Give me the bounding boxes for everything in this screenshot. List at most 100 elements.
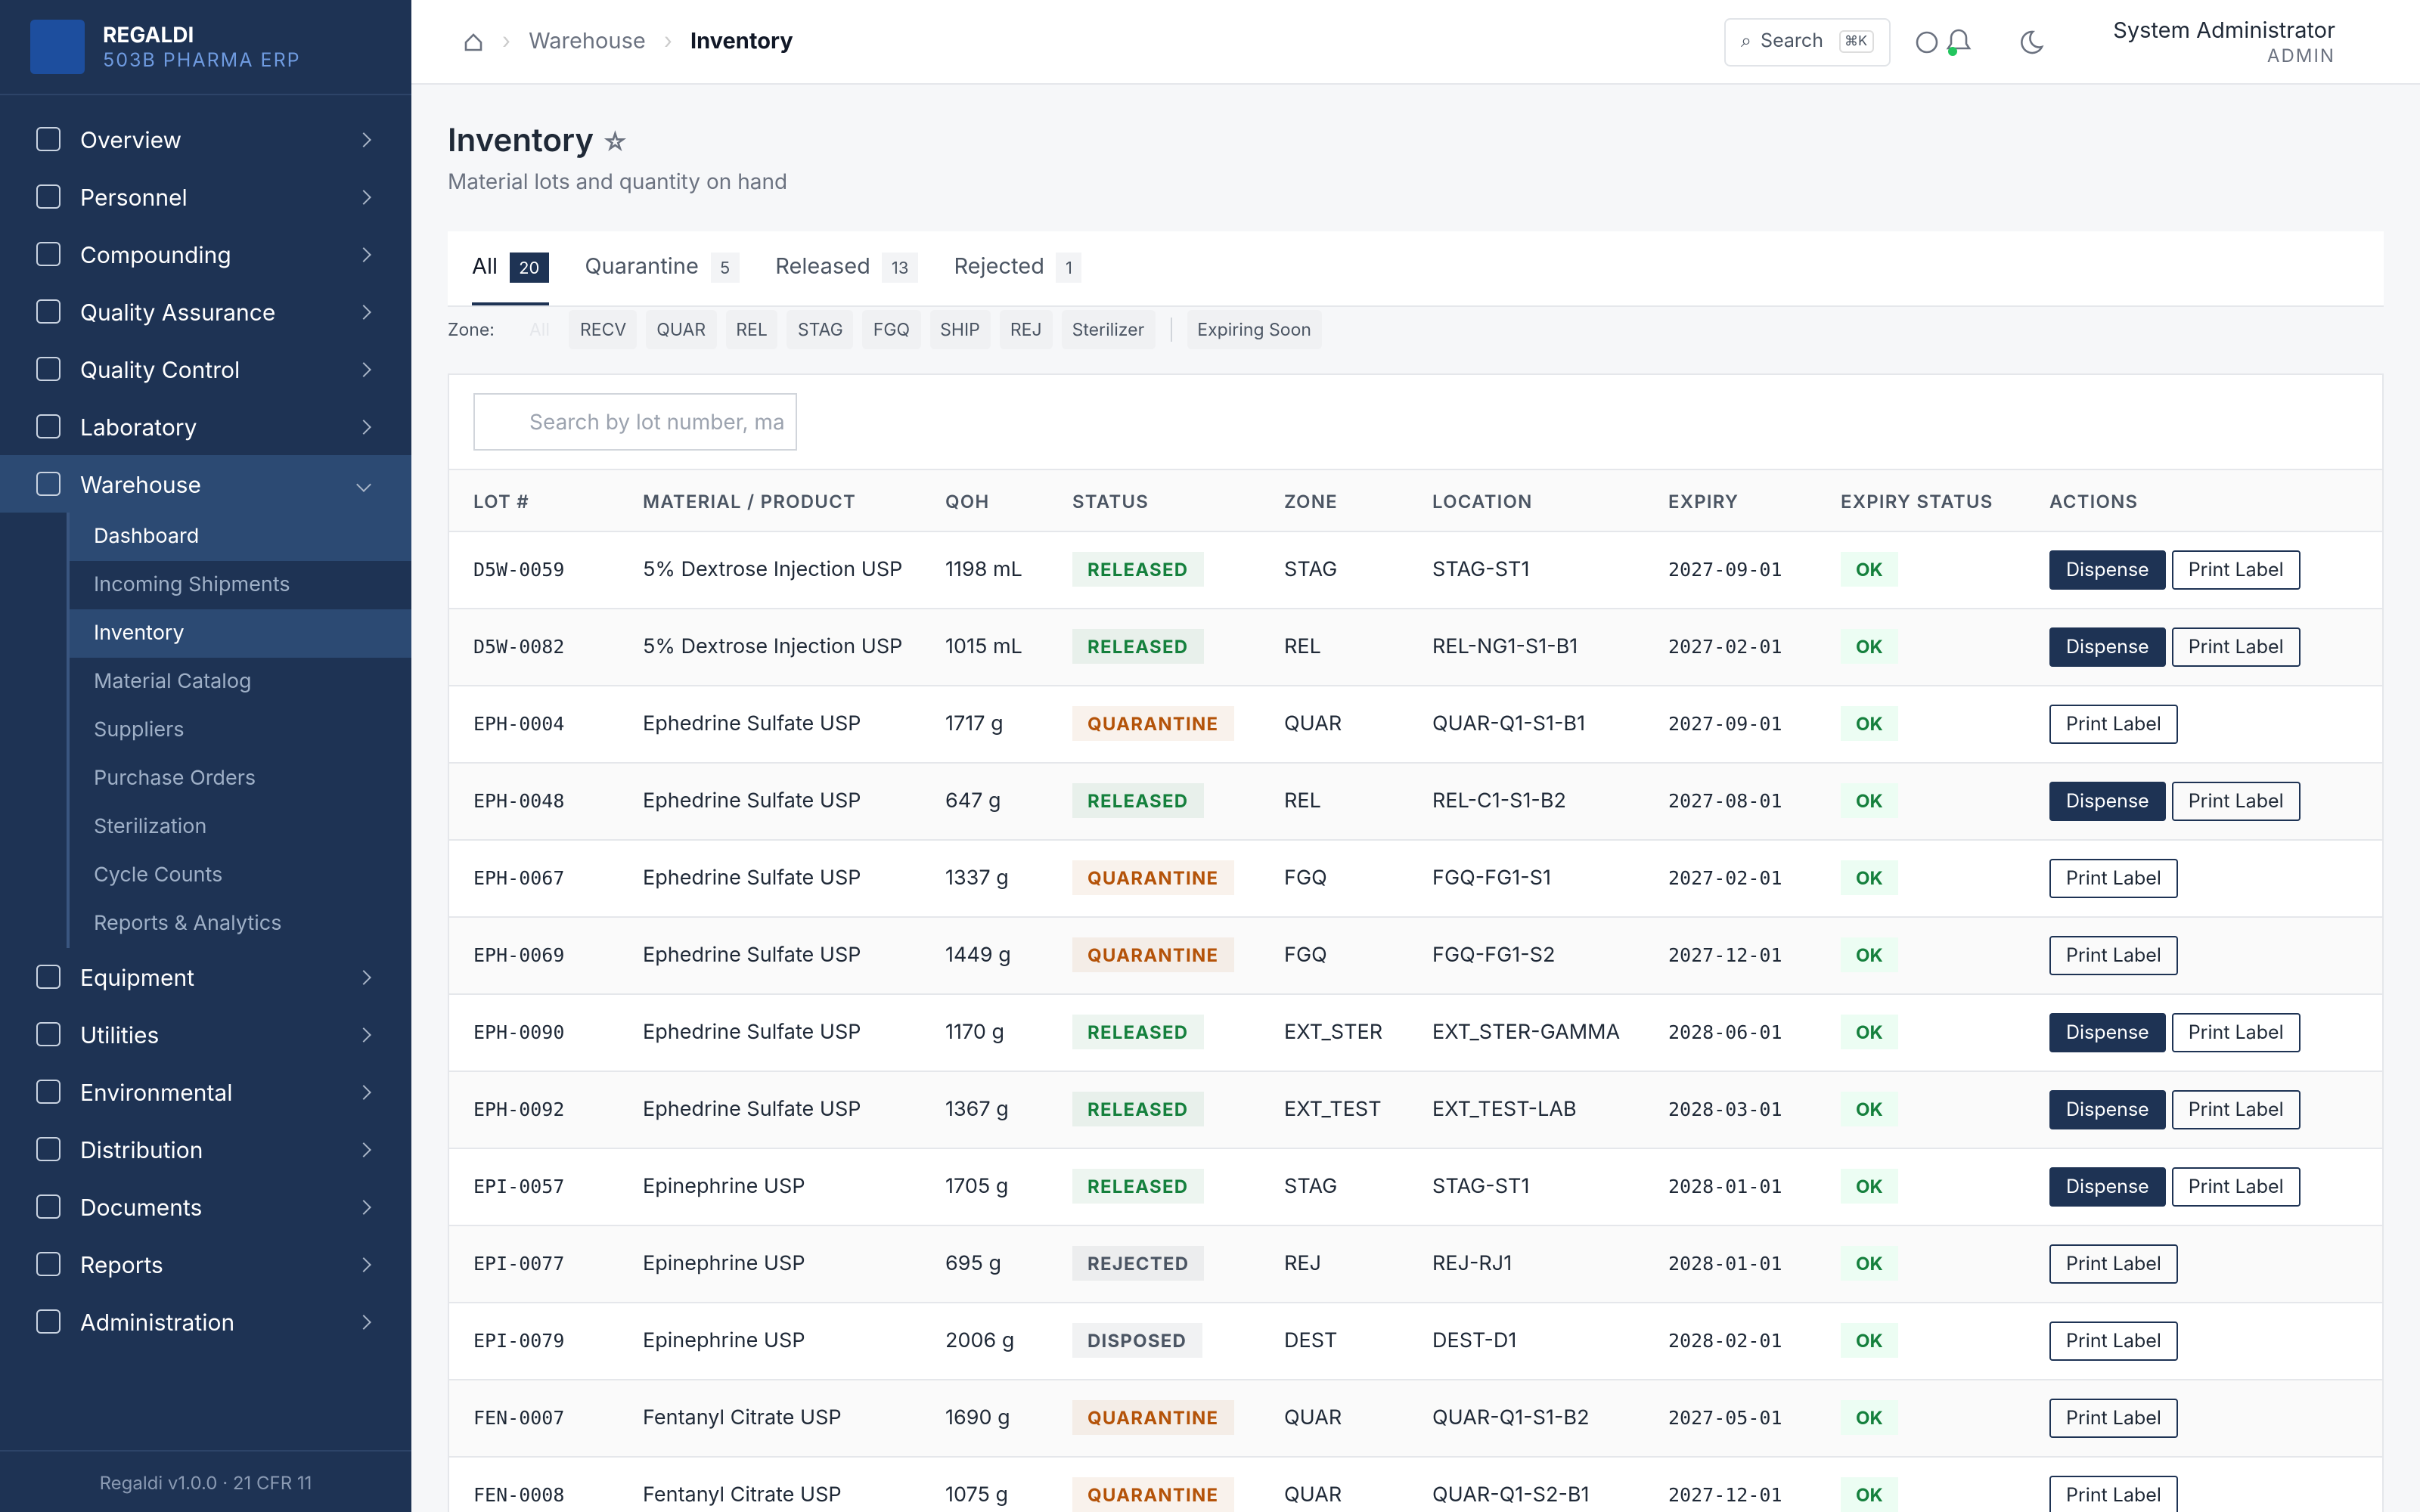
nav-item[interactable]: Distribution — [0, 1120, 411, 1178]
actions: Print Label — [2025, 1399, 2373, 1438]
zone-chip[interactable]: REJ — [999, 310, 1053, 349]
crumb[interactable]: Warehouse — [529, 29, 646, 54]
action-button[interactable]: Dispense — [2049, 1167, 2166, 1207]
table-row[interactable]: EPH-0004 Ephedrine Sulfate USP 1717 g QUARA… — [449, 686, 2382, 764]
subnav-item[interactable]: Cycle Counts — [94, 863, 223, 888]
zone-chip[interactable]: REL — [725, 310, 778, 349]
action-button[interactable]: Dispense — [2049, 782, 2166, 821]
tab[interactable]: All 20 — [472, 231, 549, 305]
nav-item[interactable]: Personnel — [0, 168, 411, 225]
nav-item[interactable]: Quality Control — [0, 340, 411, 398]
subnav-item[interactable]: Inventory — [70, 609, 411, 658]
nav-item[interactable]: Documents — [0, 1178, 411, 1235]
qoh: 1705 g — [945, 1175, 1009, 1199]
nav-item[interactable]: Quality Assurance — [0, 283, 411, 340]
title-text: Inventory — [448, 122, 594, 160]
home-icon[interactable] — [463, 31, 484, 52]
tab[interactable]: Rejected 1 — [954, 231, 1081, 305]
table-row[interactable]: D5W-0082 5% Dextrose Injection USP 1015 mL… — [449, 609, 2382, 686]
table-row[interactable]: D5W-0059 5% Dextrose Injection USP 1198 mL… — [449, 532, 2382, 609]
column-header[interactable]: QOH — [945, 489, 990, 512]
zone-chip[interactable]: SHIP — [929, 310, 991, 349]
zone-chip[interactable]: STAG — [786, 310, 854, 349]
table-row[interactable]: EPH-0092 Ephedrine Sulfate USP 1367 g RELEA… — [449, 1072, 2382, 1149]
table-row[interactable]: EPI-0057 Epinephrine USP 1705 g RELEASED STA… — [449, 1149, 2382, 1226]
action-button[interactable]: Dispense — [2049, 550, 2166, 590]
search-button[interactable]: ⌕ Search ⌘K — [1724, 17, 1891, 66]
action-button[interactable]: Print Label — [2049, 705, 2178, 744]
action-button[interactable]: Dispense — [2049, 1090, 2166, 1129]
subnav-item[interactable]: Sterilization — [94, 815, 207, 839]
action-button[interactable]: Dispense — [2049, 627, 2166, 667]
table-row[interactable]: EPH-0048 Ephedrine Sulfate USP 647 g RELEAS… — [449, 764, 2382, 841]
subnav-item[interactable]: Reports & Analytics — [94, 912, 282, 936]
subnav-item[interactable]: Material Catalog — [94, 670, 252, 694]
cell: QUARANTINE — [1048, 937, 1260, 972]
action-button[interactable]: Print Label — [2049, 1321, 2178, 1361]
nav-item[interactable]: Overview — [0, 110, 411, 168]
action-button[interactable]: Print Label — [2171, 627, 2301, 667]
expiry-badge: OK — [1841, 860, 1898, 895]
zone-chip[interactable]: RECV — [569, 310, 638, 349]
material: Fentanyl Citrate USP — [643, 1406, 842, 1430]
zone-chip[interactable]: Expiring Soon — [1187, 310, 1322, 349]
nav-item[interactable]: Compounding — [0, 225, 411, 283]
subnav-item[interactable]: Purchase Orders — [94, 767, 256, 791]
nav-item[interactable]: Administration — [0, 1293, 411, 1350]
zone-chip[interactable]: QUAR — [646, 310, 717, 349]
search-input[interactable]: Search by lot number, ma — [473, 393, 797, 451]
table-row[interactable]: EPH-0090 Ephedrine Sulfate USP 1170 g RELEA… — [449, 995, 2382, 1072]
column-header[interactable]: LOT # — [473, 489, 529, 512]
cell: QUARANTINE — [1048, 706, 1260, 741]
header-icons[interactable] — [1915, 26, 2051, 57]
location: STAG-ST1 — [1432, 1175, 1530, 1199]
column-header[interactable]: MATERIAL / PRODUCT — [643, 489, 857, 512]
action-button[interactable]: Print Label — [2171, 550, 2301, 590]
tab[interactable]: Quarantine 5 — [585, 231, 740, 305]
nav-icon — [36, 965, 60, 989]
cell: 2028-06-01 — [1644, 1021, 1817, 1045]
cell: 1198 mL — [921, 558, 1048, 582]
action-button[interactable]: Print Label — [2049, 1476, 2178, 1512]
status-badge: RELEASED — [1072, 783, 1204, 818]
table-row[interactable]: FEN-0008 Fentanyl Citrate USP 1075 g QUARAN… — [449, 1458, 2382, 1512]
action-button[interactable]: Print Label — [2049, 1244, 2178, 1284]
nav-label: Administration — [80, 1307, 235, 1336]
nav-item[interactable]: Warehouse — [0, 455, 411, 513]
user[interactable]: System Administrator ADMIN — [2113, 17, 2335, 66]
chevron — [356, 304, 371, 319]
nav-item[interactable]: Equipment — [0, 948, 411, 1005]
table-row[interactable]: EPI-0077 Epinephrine USP 695 g REJECTED REJ R… — [449, 1226, 2382, 1303]
action-button[interactable]: Print Label — [2171, 782, 2301, 821]
zone-chip[interactable]: FGQ — [862, 310, 921, 349]
zone-chip[interactable]: Sterilizer — [1061, 310, 1156, 349]
action-button[interactable]: Print Label — [2049, 859, 2178, 898]
subnav-item[interactable]: Dashboard — [70, 513, 411, 561]
cell: REL-C1-S1-B2 — [1408, 789, 1644, 813]
action-button[interactable]: Print Label — [2171, 1013, 2301, 1052]
zone-chip[interactable]: All — [529, 319, 550, 340]
nav-item[interactable]: Laboratory — [0, 398, 411, 455]
tab[interactable]: Released 13 — [775, 231, 918, 305]
expiry: 2027-08-01 — [1668, 789, 1782, 812]
nav-label: Utilities — [80, 1020, 160, 1049]
favorite-star[interactable]: ☆ — [601, 129, 629, 159]
zone: REJ — [1284, 1252, 1322, 1276]
nav-item[interactable]: Reports — [0, 1235, 411, 1293]
subnav-item[interactable]: Suppliers — [94, 718, 185, 742]
material: 5% Dextrose Injection USP — [643, 635, 903, 659]
table-row[interactable]: EPH-0069 Ephedrine Sulfate USP 1449 g QUARA… — [449, 918, 2382, 995]
action-button[interactable]: Print Label — [2049, 1399, 2178, 1438]
table-row[interactable]: EPI-0079 Epinephrine USP 2006 g DISPOSED DES… — [449, 1303, 2382, 1380]
cell: FGQ-FG1-S2 — [1408, 943, 1644, 968]
nav-item[interactable]: Environmental — [0, 1063, 411, 1120]
subnav-item[interactable]: Incoming Shipments — [94, 573, 290, 597]
action-button[interactable]: Print Label — [2171, 1167, 2301, 1207]
table-row[interactable]: FEN-0007 Fentanyl Citrate USP 1690 g QUARAN… — [449, 1380, 2382, 1458]
nav-icon — [36, 357, 60, 381]
action-button[interactable]: Print Label — [2171, 1090, 2301, 1129]
table-row[interactable]: EPH-0067 Ephedrine Sulfate USP 1337 g QUARA… — [449, 841, 2382, 918]
action-button[interactable]: Dispense — [2049, 1013, 2166, 1052]
nav-item[interactable]: Utilities — [0, 1005, 411, 1063]
action-button[interactable]: Print Label — [2049, 936, 2178, 975]
